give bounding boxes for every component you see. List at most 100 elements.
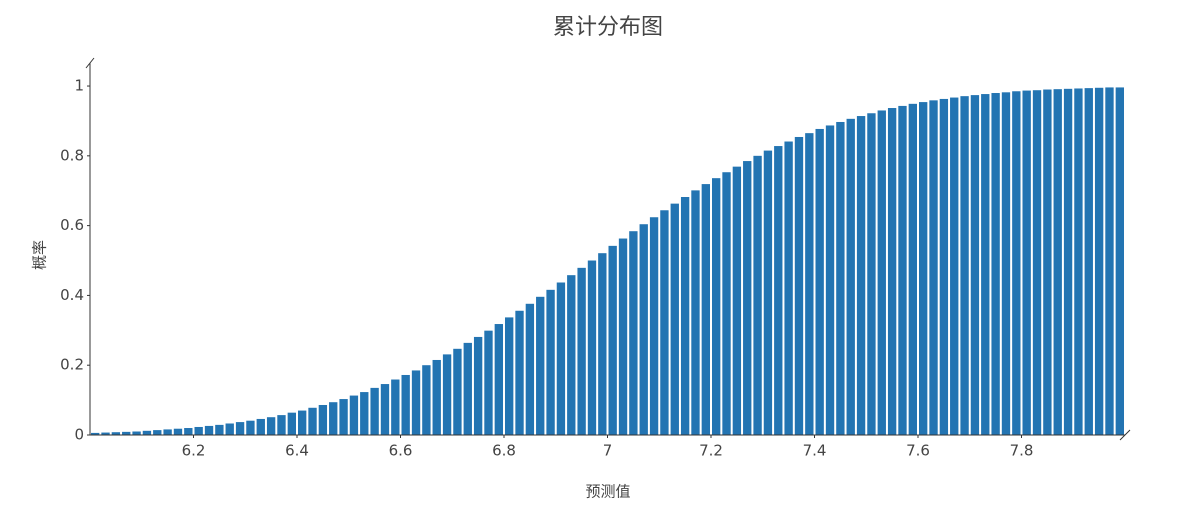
- x-tick-label: 7.6: [906, 442, 930, 460]
- bar: [732, 166, 742, 435]
- bar: [432, 359, 441, 435]
- y-tick-label: 0.4: [60, 286, 84, 304]
- bar: [204, 425, 214, 435]
- bar: [360, 392, 369, 435]
- bar: [670, 203, 679, 435]
- bar: [1043, 89, 1052, 435]
- bar: [1022, 90, 1031, 435]
- x-tick-label: 6.4: [285, 442, 309, 460]
- bar: [277, 415, 286, 435]
- bar: [774, 146, 783, 435]
- bar: [743, 161, 752, 435]
- bar: [111, 432, 121, 435]
- bar: [484, 330, 493, 435]
- bar: [225, 423, 234, 435]
- bar: [1063, 88, 1073, 435]
- bar: [235, 422, 245, 435]
- bar: [266, 417, 276, 435]
- bar: [1053, 89, 1062, 435]
- bar: [380, 384, 390, 435]
- bar: [153, 430, 162, 435]
- chart-title: 累计分布图: [553, 15, 663, 40]
- bar: [546, 289, 555, 435]
- bar: [215, 424, 224, 435]
- bar: [122, 431, 131, 435]
- bar: [722, 172, 731, 435]
- bar: [919, 102, 928, 436]
- y-tick-label: 0.2: [60, 356, 84, 374]
- bar: [1115, 87, 1124, 435]
- bar: [587, 260, 597, 435]
- bar: [536, 296, 545, 435]
- bar: [939, 98, 949, 435]
- y-tick-label: 1: [74, 77, 84, 95]
- bar: [318, 404, 328, 435]
- bar: [660, 210, 669, 435]
- bar: [494, 324, 503, 435]
- bar: [815, 128, 824, 436]
- bar: [453, 348, 462, 435]
- bar: [701, 184, 710, 435]
- bar: [515, 310, 524, 435]
- bar: [256, 418, 265, 435]
- y-tick-label: 0: [74, 426, 84, 444]
- bar: [608, 245, 617, 435]
- bar: [649, 217, 659, 435]
- bar: [91, 432, 100, 435]
- bar: [329, 402, 338, 435]
- bar: [401, 374, 410, 435]
- bar: [442, 354, 452, 435]
- bar: [1012, 91, 1021, 435]
- bar: [1094, 87, 1104, 435]
- x-tick-label: 7: [603, 442, 613, 460]
- bar: [712, 178, 721, 435]
- bar: [101, 432, 110, 435]
- bar: [991, 93, 1000, 435]
- bar: [960, 96, 969, 435]
- bar: [867, 113, 876, 435]
- bar: [784, 141, 793, 435]
- bar: [981, 94, 990, 435]
- x-tick-label: 6.2: [182, 442, 206, 460]
- bar: [1074, 88, 1083, 435]
- bar: [505, 317, 514, 435]
- x-axis: [90, 429, 1131, 441]
- x-axis-label: 预测值: [585, 483, 630, 501]
- bar: [753, 155, 762, 436]
- bar: [163, 429, 172, 435]
- bar: [132, 431, 141, 435]
- bar: [929, 100, 938, 435]
- bar: [598, 253, 607, 435]
- bar: [794, 136, 804, 435]
- bar: [422, 365, 431, 435]
- bar: [618, 238, 628, 435]
- bar: [298, 410, 307, 435]
- bar: [805, 133, 814, 436]
- x-tick-label: 6.8: [492, 442, 516, 460]
- bar: [970, 95, 980, 435]
- x-tick-label: 7.2: [699, 442, 723, 460]
- bar: [887, 108, 897, 436]
- bar: [184, 428, 193, 435]
- y-axis-label: 概率: [31, 240, 49, 270]
- bar: [173, 428, 183, 435]
- bar: [463, 342, 472, 435]
- y-tick-label: 0.8: [60, 146, 84, 164]
- bar: [349, 395, 359, 435]
- x-tick-label: 6.6: [389, 442, 413, 460]
- bar: [763, 150, 773, 435]
- bar: [391, 379, 400, 435]
- bar: [194, 426, 203, 435]
- bar: [877, 110, 886, 436]
- bar: [856, 116, 866, 435]
- bar: [142, 430, 152, 435]
- bar: [639, 224, 648, 435]
- bar: [411, 370, 421, 435]
- bar: [898, 105, 907, 435]
- bar: [246, 420, 255, 435]
- x-tick-label: 7.4: [803, 442, 827, 460]
- bar: [691, 190, 700, 435]
- x-tick-label: 7.8: [1010, 442, 1034, 460]
- bar: [370, 387, 379, 435]
- bar: [473, 336, 483, 435]
